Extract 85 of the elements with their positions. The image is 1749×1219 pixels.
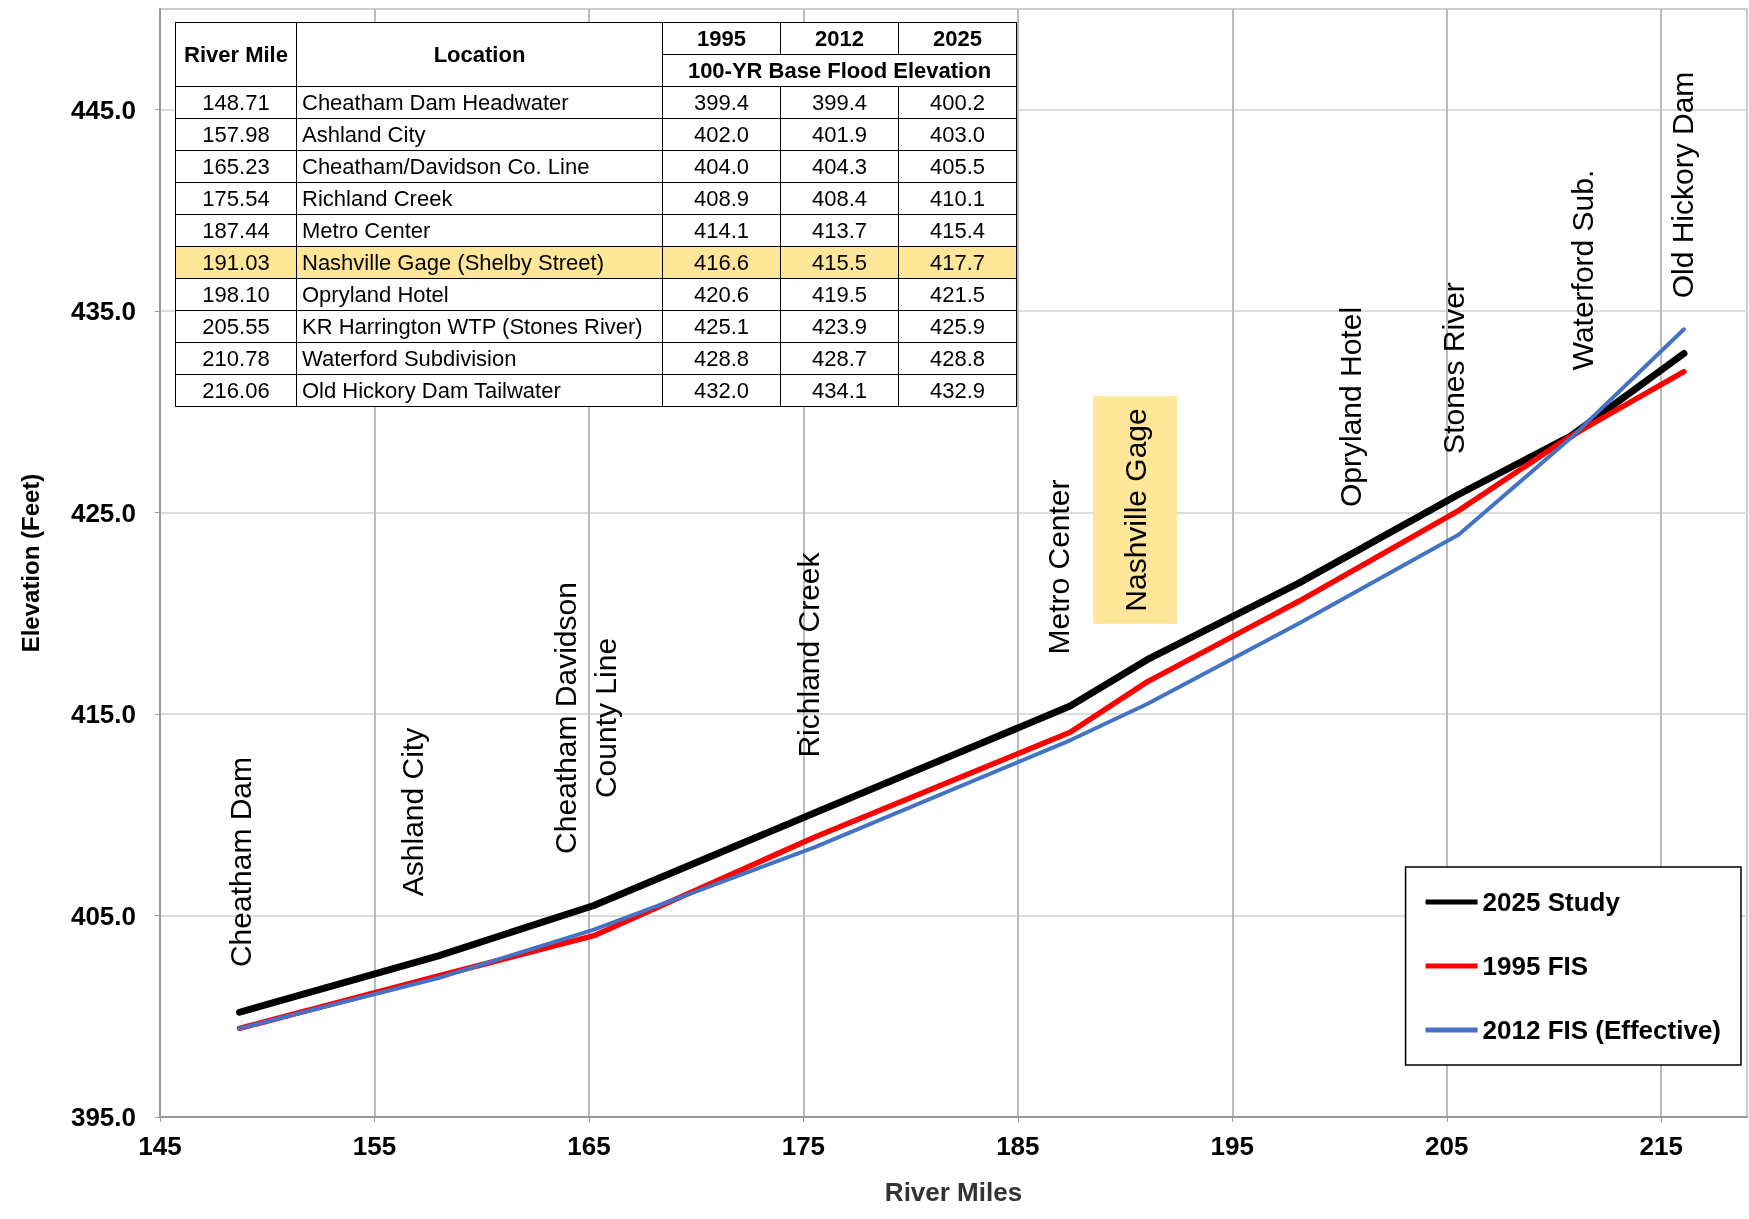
annotation: 415.4 <box>898 214 1017 247</box>
x-tick-label: 195 <box>1210 1131 1254 1161</box>
annotation: Ashland City <box>395 727 429 897</box>
x-tick-label: 215 <box>1639 1131 1683 1161</box>
annotation: 432.0 <box>662 374 781 407</box>
annotation: 432.9 <box>898 374 1017 407</box>
annotation: 2012 <box>780 22 899 55</box>
annotation: Waterford Subdivision <box>296 342 663 375</box>
annotation: 408.9 <box>662 182 781 215</box>
annotation: Old Hickory Dam Tailwater <box>296 374 663 407</box>
annotation: 417.7 <box>898 246 1017 279</box>
annotation: 2025 <box>898 22 1017 55</box>
annotation: River Mile <box>175 22 297 87</box>
x-axis-title: River Miles <box>884 1177 1023 1207</box>
annotation: 414.1 <box>662 214 781 247</box>
annotation: Cheatham Dam <box>223 756 257 968</box>
annotation: 400.2 <box>898 86 1017 119</box>
annotation: 425.9 <box>898 310 1017 343</box>
annotation: 416.6 <box>662 246 781 279</box>
legend-label: 2025 Study <box>1482 887 1621 917</box>
annotation: 404.3 <box>780 150 899 183</box>
annotation: Richland Creek <box>791 551 825 758</box>
annotation: Opryland Hotel <box>296 278 663 311</box>
annotation: Opryland Hotel <box>1333 306 1367 508</box>
annotation: 428.8 <box>662 342 781 375</box>
annotation: 198.10 <box>175 278 297 311</box>
x-tick-label: 185 <box>996 1131 1040 1161</box>
annotation: 413.7 <box>780 214 899 247</box>
annotation: 191.03 <box>175 246 297 279</box>
annotation: 410.1 <box>898 182 1017 215</box>
legend-label: 1995 FIS <box>1482 951 1589 981</box>
annotation: Ashland City <box>296 118 663 151</box>
annotation: 419.5 <box>780 278 899 311</box>
y-tick-label: 445.0 <box>70 94 136 125</box>
annotation: Richland Creek <box>296 182 663 215</box>
annotation: 428.7 <box>780 342 899 375</box>
annotation: 403.0 <box>898 118 1017 151</box>
annotation: 175.54 <box>175 182 297 215</box>
x-tick-label: 175 <box>781 1131 826 1161</box>
annotation: Nashville Gage <box>1118 408 1152 612</box>
annotation: 402.0 <box>662 118 781 151</box>
annotation: KR Harrington WTP (Stones River) <box>296 310 663 343</box>
annotation: 216.06 <box>175 374 297 407</box>
legend-label: 2012 FIS (Effective) <box>1482 1015 1722 1045</box>
annotation: Cheatham Davidson County Line <box>548 582 622 854</box>
x-tick-label: 205 <box>1425 1131 1469 1161</box>
annotation: 399.4 <box>662 86 781 119</box>
annotation: Old Hickory Dam <box>1665 71 1699 299</box>
annotation: 401.9 <box>780 118 899 151</box>
y-axis-title: Elevation (Feet) <box>16 473 44 653</box>
y-tick-label: 435.0 <box>70 296 136 327</box>
annotation: 421.5 <box>898 278 1017 311</box>
x-tick-label: 145 <box>138 1131 182 1161</box>
annotation: 148.71 <box>175 86 297 119</box>
annotation: Cheatham Dam Headwater <box>296 86 663 119</box>
annotation: 425.1 <box>662 310 781 343</box>
y-tick-label: 395.0 <box>70 1102 136 1132</box>
annotation: Stones River <box>1436 282 1470 454</box>
annotation: 405.5 <box>898 150 1017 183</box>
x-tick-label: 165 <box>567 1131 611 1161</box>
annotation: 187.44 <box>175 214 297 247</box>
annotation: 157.98 <box>175 118 297 151</box>
annotation: Location <box>296 22 663 87</box>
annotation: Metro Center <box>1041 479 1075 655</box>
annotation: 428.8 <box>898 342 1017 375</box>
y-tick-label: 405.0 <box>70 900 136 931</box>
y-tick-label: 415.0 <box>70 699 136 730</box>
y-tick-label: 425.0 <box>70 497 136 528</box>
annotation: 100-YR Base Flood Elevation <box>662 54 1017 87</box>
annotation: 415.5 <box>780 246 899 279</box>
annotation: Waterford Sub. <box>1565 169 1599 371</box>
annotation: 404.0 <box>662 150 781 183</box>
annotation: Cheatham/Davidson Co. Line <box>296 150 663 183</box>
annotation: 165.23 <box>175 150 297 183</box>
annotation: Metro Center <box>296 214 663 247</box>
annotation: 423.9 <box>780 310 899 343</box>
annotation: 434.1 <box>780 374 899 407</box>
annotation: 420.6 <box>662 278 781 311</box>
x-tick-label: 155 <box>352 1131 397 1161</box>
annotation: 210.78 <box>175 342 297 375</box>
annotation: 408.4 <box>780 182 899 215</box>
annotation: 1995 <box>662 22 781 55</box>
annotation: 205.55 <box>175 310 297 343</box>
annotation: 399.4 <box>780 86 899 119</box>
annotation: Nashville Gage (Shelby Street) <box>296 246 663 279</box>
